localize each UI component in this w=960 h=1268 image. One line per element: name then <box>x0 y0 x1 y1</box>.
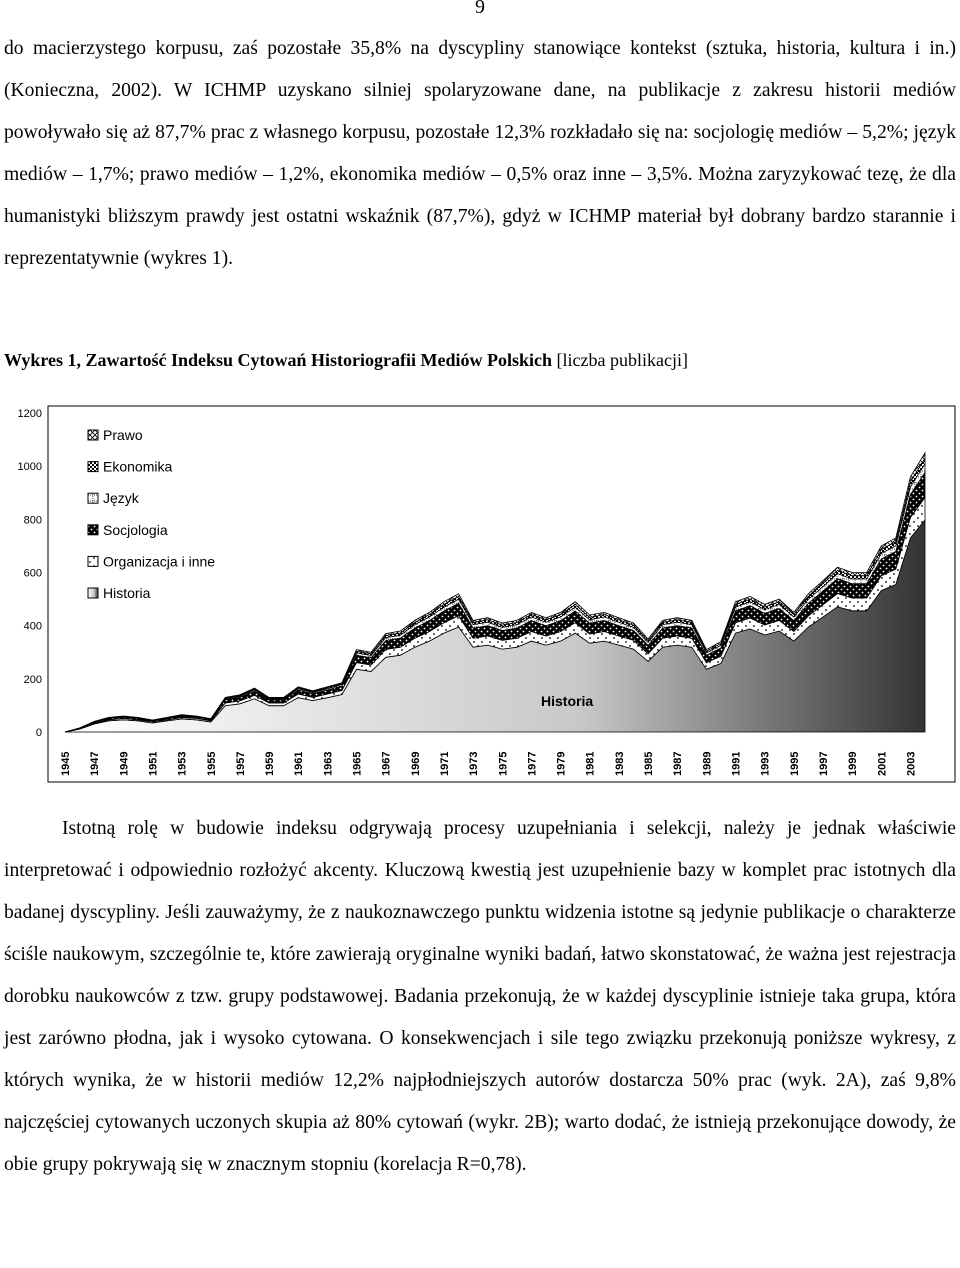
y-tick-label: 1000 <box>18 461 42 473</box>
x-tick-label: 1977 <box>526 752 538 776</box>
x-tick-label: 1963 <box>322 752 334 776</box>
chart: 0 200 400 600 800 1000 1200 1945 1947 1949 1951 195… <box>18 405 956 783</box>
x-tick-label: 1995 <box>789 752 801 776</box>
legend-swatch <box>87 492 99 504</box>
x-tick-label: 1961 <box>293 752 305 776</box>
x-tick-label: 1987 <box>672 752 684 776</box>
y-tick-label: 0 <box>36 727 42 739</box>
x-tick-label: 1971 <box>439 752 451 776</box>
legend-swatch <box>87 429 99 441</box>
x-tick-label: 1955 <box>206 752 218 776</box>
x-tick-label: 1947 <box>89 752 101 776</box>
x-tick-label: 1957 <box>235 752 247 776</box>
x-tick-label: 2003 <box>905 752 917 776</box>
x-tick-label: 1967 <box>381 752 393 776</box>
legend-label: Język <box>103 490 140 506</box>
y-tick-label: 1200 <box>18 408 42 420</box>
caption-title: Wykres 1, Zawartość Indeksu Cytowań Hist… <box>4 350 553 370</box>
y-tick-label: 400 <box>24 621 42 633</box>
y-tick-label: 600 <box>24 568 42 580</box>
legend-swatch <box>87 587 99 599</box>
x-tick-label: 1993 <box>760 752 772 776</box>
x-tick-label: 1997 <box>818 752 830 776</box>
annotation: Historia <box>541 693 593 709</box>
legend-label: Organizacja i inne <box>103 553 215 569</box>
legend-label: Socjologia <box>103 522 168 538</box>
x-tick-label: 1991 <box>731 752 743 776</box>
x-tick-label: 1989 <box>701 752 713 776</box>
legend-label: Historia <box>103 585 151 601</box>
legend-swatch <box>87 524 99 536</box>
x-tick-label: 1959 <box>264 752 276 776</box>
x-tick-label: 1965 <box>352 752 364 776</box>
chart-caption: Wykres 1, Zawartość Indeksu Cytowań Hist… <box>4 350 688 371</box>
x-tick-label: 1973 <box>468 752 480 776</box>
x-tick-label: 2001 <box>876 752 888 776</box>
area <box>64 451 926 733</box>
legend-swatch <box>87 555 99 567</box>
x-tick-label: 1945 <box>60 752 72 776</box>
x-tick-label: 1979 <box>556 752 568 776</box>
x-tick-label: 1983 <box>614 752 626 776</box>
y-tick-label: 800 <box>24 514 42 526</box>
chart-frame <box>47 405 956 783</box>
x-tick-label: 1975 <box>497 752 509 776</box>
x-tick-label: 1981 <box>585 752 597 776</box>
page-number: 9 <box>475 0 485 18</box>
y-tick-label: 200 <box>24 674 42 686</box>
paragraph: do macierzystego korpusu, zaś pozostałe … <box>4 38 956 269</box>
x-tick-label: 1999 <box>847 752 859 776</box>
legend-label: Prawo <box>103 427 143 443</box>
x-tick-label: 1969 <box>410 752 422 776</box>
x-tick-label: 1953 <box>177 752 189 776</box>
legend-swatch <box>87 461 99 473</box>
x-tick-label: 1951 <box>147 752 159 776</box>
paragraph: Istotną rolę w budowie indeksu odgrywają… <box>4 818 956 1175</box>
caption-unit: [liczba publikacji] <box>556 350 688 370</box>
legend-label: Ekonomika <box>103 459 172 475</box>
x-tick-label: 1949 <box>118 752 130 776</box>
x-tick-label: 1985 <box>643 752 655 776</box>
